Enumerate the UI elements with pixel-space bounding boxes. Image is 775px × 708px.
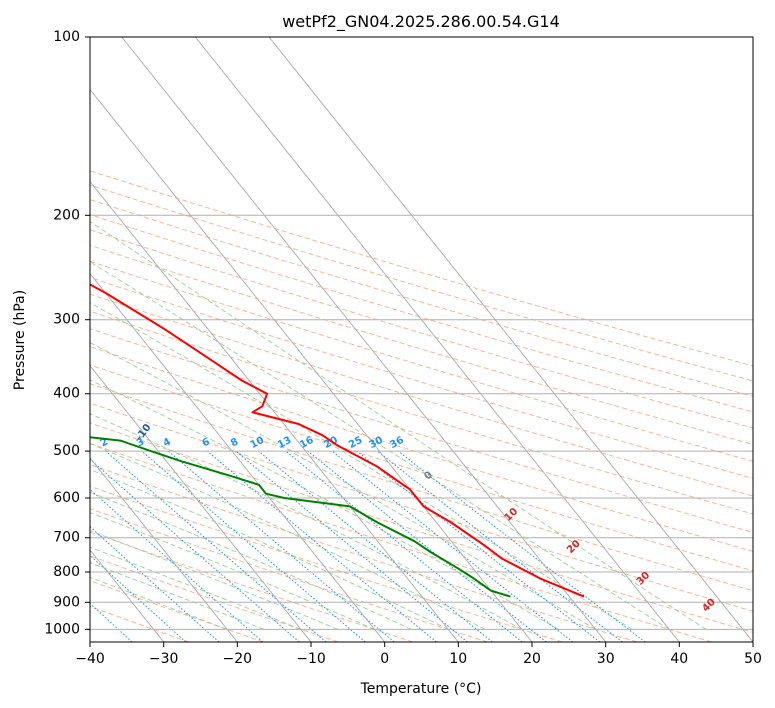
dry-adiabats [90, 170, 753, 642]
y-tick-label: 900 [53, 594, 80, 610]
isotherm-line [90, 88, 533, 642]
moist-adiabat-line [90, 511, 375, 630]
isotherm-line [121, 37, 607, 642]
dry-adiabat-line [90, 199, 753, 397]
mixing-ratio-line [90, 488, 264, 642]
moist-adiabat-line [90, 342, 596, 630]
x-tick-label: 20 [523, 651, 541, 667]
isotherm-line [90, 364, 312, 642]
mixing-ratio-line [90, 525, 220, 642]
mixing-ratio-lines [90, 450, 646, 642]
x-axis-label: Temperature (°C) [360, 681, 482, 697]
mixing-ratio-line [141, 450, 366, 642]
x-tick-label: 30 [597, 651, 615, 667]
pressure-gridlines [90, 37, 753, 630]
mixing-ratio-label: 8 [229, 436, 240, 449]
y-tick-label: 500 [53, 443, 80, 459]
dry-adiabat-line [90, 276, 753, 479]
mixing-ratio-line [105, 450, 327, 642]
x-tick-label: 50 [744, 651, 762, 667]
y-tick-label: 400 [53, 386, 80, 402]
y-axis: 100 200 300 400 500 600 700 800 900 1000 [44, 29, 90, 637]
mixing-ratio-label: 6 [200, 436, 211, 449]
x-tick-label: 40 [670, 651, 688, 667]
mixing-ratio-line [90, 458, 300, 642]
plot-frame [89, 36, 754, 643]
dry-adiabat-line [90, 170, 753, 367]
dry-adiabat-line [90, 213, 753, 413]
dry-adiabat-line [90, 229, 753, 429]
mixing-ratio-label: 3 [135, 436, 146, 449]
y-tick-label: 600 [53, 490, 80, 506]
isotherm-gridlines [90, 37, 753, 642]
y-tick-label: 300 [53, 312, 80, 328]
x-tick-label: −20 [223, 651, 253, 667]
dry-adiabat-line [90, 485, 563, 642]
mixing-ratio-line [285, 450, 523, 642]
mixing-ratio-line [377, 450, 623, 642]
moist-adiabat-line [90, 442, 486, 630]
x-tick-label: −30 [149, 651, 179, 667]
dry-adiabat-line [90, 244, 753, 446]
profile-series [90, 283, 585, 598]
dewpoint-profile-line [90, 436, 511, 598]
y-tick-label: 200 [53, 207, 80, 223]
dry-adiabat-line [90, 463, 638, 642]
isotherm-line [90, 272, 386, 642]
dry-adiabat-line [90, 260, 753, 462]
dry-adiabat-line [90, 293, 753, 497]
mixing-ratio-label: 4 [162, 436, 173, 449]
x-axis: −40 −30 −20 −10 0 10 20 30 40 50 [75, 642, 762, 667]
moist-adiabat-line [90, 546, 302, 630]
moist-adiabat-line [90, 220, 707, 630]
temperature-profile-line [90, 283, 585, 598]
y-axis-label: Pressure (hPa) [12, 290, 28, 390]
dry-adiabat-line [90, 442, 712, 642]
mixing-ratio-line [90, 554, 187, 642]
y-tick-label: 700 [53, 530, 80, 546]
x-tick-label: 0 [380, 651, 389, 667]
isotherm-line [90, 457, 238, 642]
isotherm-line [194, 37, 680, 642]
dry-adiabat-line [90, 422, 753, 633]
dry-adiabat-line [90, 508, 488, 642]
mixing-ratio-line [356, 450, 601, 642]
dry-adiabat-line [90, 364, 753, 572]
isotherm-line [268, 37, 753, 642]
y-tick-label: 800 [53, 564, 80, 580]
mixing-ratio-line [331, 450, 574, 642]
dry-adiabat-line [90, 184, 753, 382]
mixing-ratio-label: 2 [99, 436, 110, 449]
moist-adiabat-line [90, 562, 265, 630]
chart-title: wetPf2_GN04.2025.286.00.54.G14 [282, 12, 560, 32]
x-tick-label: 10 [449, 651, 467, 667]
moist-adiabat-line [90, 261, 670, 630]
dry-adiabat-line [90, 402, 753, 612]
x-tick-label: −10 [296, 651, 326, 667]
dry-adiabat-line [90, 310, 753, 515]
y-tick-label: 100 [53, 29, 80, 45]
mixing-ratio-line [206, 450, 437, 642]
dry-adiabat-line [90, 328, 753, 533]
mixing-ratio-line [235, 450, 468, 642]
y-tick-label: 1000 [44, 621, 80, 637]
mixing-ratio-line [397, 450, 646, 642]
x-tick-label: −40 [75, 651, 105, 667]
moist-adiabat-line [90, 413, 523, 630]
moist-adiabat-line [90, 468, 449, 630]
isotherm-line [90, 180, 459, 642]
